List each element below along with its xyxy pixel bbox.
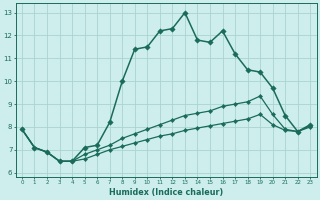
X-axis label: Humidex (Indice chaleur): Humidex (Indice chaleur)	[109, 188, 223, 197]
